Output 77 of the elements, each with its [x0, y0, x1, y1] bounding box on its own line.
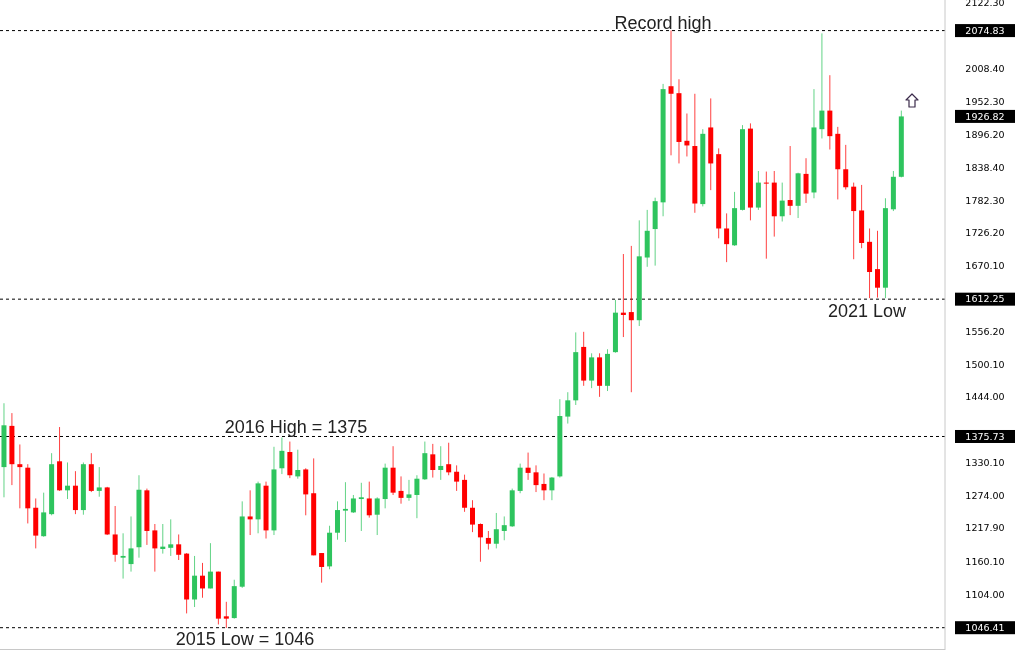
- candlestick: [565, 391, 571, 425]
- y-tick-label: 1217.90: [965, 522, 1005, 534]
- candlestick: [207, 542, 213, 589]
- candlestick: [819, 32, 825, 139]
- candlestick: [763, 171, 769, 260]
- candlestick: [549, 476, 555, 501]
- candlestick: [200, 562, 205, 599]
- candlestick: [668, 29, 674, 156]
- candlestick: [279, 436, 285, 475]
- candlestick: [875, 230, 880, 299]
- candlestick: [493, 512, 499, 549]
- candlestick: [787, 145, 793, 216]
- ref-line-label: 1046.41: [965, 622, 1005, 634]
- candlestick: [501, 515, 507, 541]
- y-tick-label: 1274.00: [965, 489, 1005, 501]
- candlestick: [430, 443, 436, 479]
- candlestick: [414, 474, 420, 519]
- candlestick: [779, 182, 785, 223]
- annotation: Record high: [614, 13, 712, 33]
- candlestick: [96, 466, 102, 498]
- y-tick-label: 1782.30: [965, 194, 1005, 206]
- annotation: 2015 Low = 1046: [175, 629, 315, 649]
- candlestick: [319, 552, 325, 584]
- candlestick: [120, 532, 126, 580]
- y-tick-label: 2008.40: [965, 63, 1005, 75]
- candlestick: [398, 475, 404, 505]
- y-tick-label: 1838.40: [965, 162, 1005, 174]
- candlestick: [335, 500, 340, 541]
- y-tick-label: 1896.20: [965, 128, 1005, 140]
- ref-line-label: 1612.25: [965, 293, 1005, 305]
- candlestick: [446, 442, 452, 476]
- candlestick: [485, 530, 491, 551]
- candlestick: [41, 492, 47, 538]
- candlestick: [287, 441, 293, 479]
- y-tick-label: 1104.00: [965, 588, 1005, 600]
- candlestick: [112, 505, 118, 563]
- candlestick: [477, 522, 483, 563]
- candlestick: [168, 518, 174, 557]
- candlestick: [366, 481, 372, 519]
- candlestick: [358, 482, 364, 532]
- ref-line-label: 1375.73: [965, 430, 1005, 442]
- candlestick: [454, 464, 460, 492]
- y-tick-label: 2122.30: [965, 0, 1005, 9]
- candlestick: [517, 463, 523, 494]
- annotation: 2016 High = 1375: [224, 417, 368, 437]
- candlestick: [525, 452, 531, 481]
- candlestick: [128, 515, 134, 573]
- candlestick: [192, 555, 198, 608]
- ref-line-label: 2074.83: [965, 24, 1005, 36]
- annotation: 2021 Low: [827, 301, 908, 321]
- y-tick-label: 1160.10: [965, 556, 1005, 568]
- candlestick: [342, 481, 348, 543]
- candlestick: [533, 464, 539, 493]
- y-tick-label: 1330.10: [965, 457, 1005, 469]
- candlestick: [724, 212, 730, 263]
- candlestick: [470, 499, 475, 533]
- y-tick-label: 1500.10: [965, 358, 1005, 370]
- y-tick-label: 1952.30: [965, 96, 1005, 108]
- y-tick-label: 1670.10: [965, 259, 1005, 271]
- candlestick: [406, 479, 412, 502]
- candlestick: [541, 472, 547, 501]
- candlestick: [152, 523, 158, 573]
- y-tick-label: 1444.00: [965, 391, 1005, 403]
- candlestick: [295, 449, 301, 480]
- candlestick: [803, 157, 809, 204]
- y-tick-label: 1556.20: [965, 326, 1005, 338]
- candlestick: [438, 445, 444, 481]
- candlestick: [247, 489, 253, 536]
- candlestick: [17, 443, 23, 509]
- candlestick: [628, 245, 634, 393]
- candlestick: [589, 352, 595, 389]
- candlestick: [176, 533, 182, 561]
- y-tick-label: 1726.20: [965, 227, 1005, 239]
- candlestick: [374, 496, 380, 536]
- candlestick: [843, 144, 849, 191]
- candlestick: [223, 601, 229, 629]
- text: 1926.82: [965, 110, 1005, 122]
